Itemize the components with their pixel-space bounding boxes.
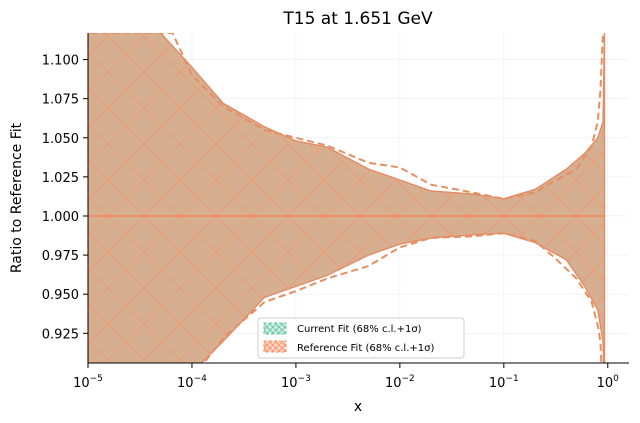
- x-tick-label-1: 10−4: [177, 374, 207, 391]
- legend-swatch-reference-hatch: [264, 341, 286, 352]
- y-tick-label-2: 0.975: [42, 249, 79, 264]
- legend: Current Fit (68% c.l.+1σ) Reference Fit …: [257, 317, 465, 359]
- chart-title: T15 at 1.651 GeV: [282, 9, 433, 29]
- y-tick-label-7: 1.100: [42, 54, 79, 69]
- y-tick-label-3: 1.000: [42, 210, 79, 225]
- legend-label-current: Current Fit (68% c.l.+1σ): [297, 324, 422, 335]
- plot-area: [88, 33, 629, 363]
- y-ticks: 0.925 0.950 0.975 1.000 1.025 1.050 1.075 1.100: [42, 54, 88, 342]
- x-tick-label-5: 100: [597, 374, 620, 391]
- x-ticks: 10−5 10−4 10−3 10−2 10−1 100: [73, 363, 619, 391]
- y-tick-label-4: 1.025: [42, 171, 79, 186]
- current-fit-hatch: [88, 33, 605, 363]
- legend-swatch-current-hatch: [264, 323, 286, 334]
- x-tick-label-3: 10−2: [385, 374, 415, 391]
- y-tick-label-6: 1.075: [42, 93, 79, 108]
- x-tick-label-2: 10−3: [281, 374, 311, 391]
- band-layer: [88, 33, 606, 363]
- reference-fit-lower-line: [202, 232, 603, 363]
- x-axis-label: x: [354, 399, 362, 415]
- y-axis-label: Ratio to Reference Fit: [9, 122, 25, 273]
- axes: 10−5 10−4 10−3 10−2 10−1 100 0.925 0.950 0.975 1…: [42, 33, 629, 391]
- y-tick-label-5: 1.050: [42, 132, 79, 147]
- x-tick-label-0: 10−5: [73, 374, 103, 391]
- y-tick-label-0: 0.925: [42, 327, 79, 342]
- x-tick-label-4: 10−1: [489, 374, 519, 391]
- legend-label-reference: Reference Fit (68% c.l.+1σ): [297, 343, 434, 354]
- y-tick-label-1: 0.950: [42, 288, 79, 303]
- legend-frame: [257, 317, 465, 359]
